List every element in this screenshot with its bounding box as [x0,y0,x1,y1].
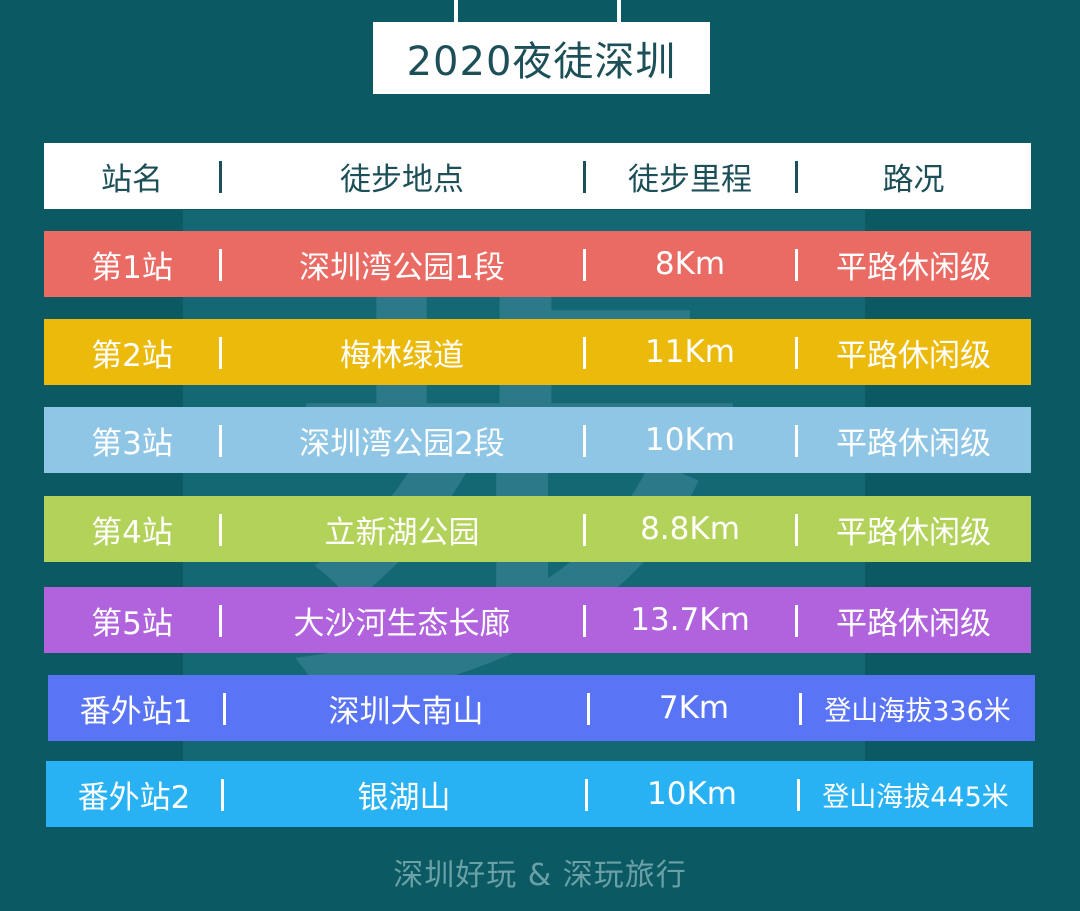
row-road: 平路休闲级 [836,514,991,551]
page-title: 2020夜徒深圳 [373,22,710,94]
separator [797,779,800,811]
separator [583,161,586,193]
separator [795,249,798,281]
row-station: 番外站2 [77,779,191,816]
separator [587,693,590,725]
table-row: 第3站 深圳湾公园2段 10Km 平路休闲级 [44,407,1031,473]
table-row: 第1站 深圳湾公园1段 8Km 平路休闲级 [44,231,1031,297]
table-header: 站名 徒步地点 徒步里程 路况 [44,143,1031,209]
row-distance: 10Km [647,776,737,812]
header-road: 路况 [882,161,945,198]
page-title-text: 2020夜徒深圳 [406,39,677,85]
row-distance: 10Km [645,422,735,458]
row-location: 梅林绿道 [340,337,464,374]
header-distance: 徒步里程 [628,161,752,198]
footer-credit: 深圳好玩 & 深玩旅行 [393,858,687,893]
hanger-right [617,0,621,22]
row-road: 登山海拔336米 [824,695,1011,727]
separator [795,605,798,637]
row-distance: 7Km [658,690,730,726]
separator [795,161,798,193]
table-row: 第2站 梅林绿道 11Km 平路休闲级 [44,319,1031,385]
separator [219,249,222,281]
separator [799,693,802,725]
row-road: 平路休闲级 [836,337,991,374]
row-road: 平路休闲级 [836,249,991,286]
row-distance: 8.8Km [640,511,740,547]
separator [219,605,222,637]
separator [219,337,222,369]
hanger-left [454,0,458,22]
row-station: 第1站 [91,249,173,286]
row-location: 深圳大南山 [328,693,484,730]
row-location: 深圳湾公园2段 [299,425,505,462]
separator [219,514,222,546]
row-road: 平路休闲级 [836,605,991,642]
separator [583,605,586,637]
row-distance: 8Km [654,246,726,282]
separator [219,425,222,457]
table-row: 第5站 大沙河生态长廊 13.7Km 平路休闲级 [44,587,1031,653]
table-row: 番外站2 银湖山 10Km 登山海拔445米 [46,761,1033,827]
separator [221,779,224,811]
separator [795,337,798,369]
separator [583,249,586,281]
row-station: 第2站 [91,337,173,374]
row-location: 深圳湾公园1段 [299,249,505,286]
row-location: 大沙河生态长廊 [293,605,511,642]
separator [583,337,586,369]
row-road: 平路休闲级 [836,425,991,462]
separator [583,514,586,546]
row-station: 第5站 [91,605,173,642]
row-station: 第4站 [91,514,173,551]
header-station: 站名 [101,161,163,198]
separator [585,779,588,811]
row-road: 登山海拔445米 [822,781,1009,813]
table-row: 番外站1 深圳大南山 7Km 登山海拔336米 [48,675,1035,741]
table-row: 第4站 立新湖公园 8.8Km 平路休闲级 [44,496,1031,562]
separator [795,425,798,457]
separator [219,161,222,193]
separator [223,693,226,725]
row-station: 第3站 [91,425,173,462]
separator [583,425,586,457]
row-distance: 11Km [645,334,735,370]
row-distance: 13.7Km [630,602,750,638]
row-station: 番外站1 [79,693,193,730]
separator [795,514,798,546]
row-location: 银湖山 [357,779,451,816]
header-location: 徒步地点 [340,161,464,198]
row-location: 立新湖公园 [324,514,480,551]
